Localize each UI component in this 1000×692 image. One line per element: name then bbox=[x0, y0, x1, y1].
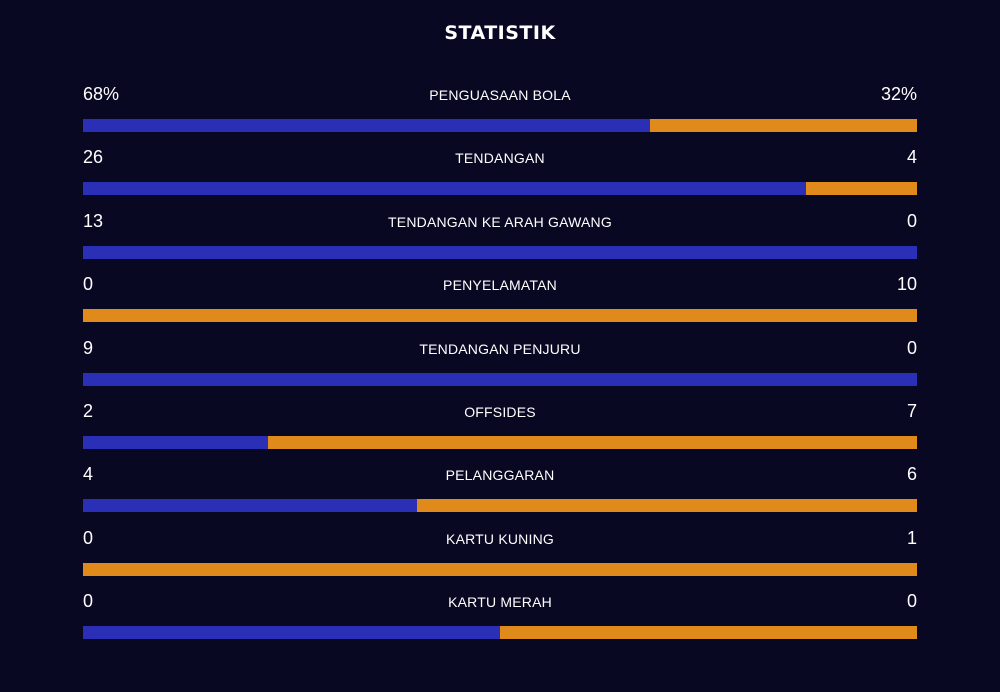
stat-label: PENGUASAAN BOLA bbox=[429, 87, 571, 103]
away-value: 7 bbox=[906, 400, 917, 421]
home-value: 9 bbox=[83, 337, 94, 358]
home-value: 13 bbox=[83, 210, 104, 231]
away-value: 0 bbox=[906, 591, 917, 612]
away-bar-segment bbox=[83, 562, 917, 576]
away-bar-segment bbox=[650, 119, 917, 132]
stat-label: OFFSIDES bbox=[464, 403, 536, 420]
stat-label: KARTU MERAH bbox=[448, 594, 552, 611]
stat-label: PELANGGARAN bbox=[445, 467, 555, 484]
stat-row-shots: 26 TENDANGAN 4 bbox=[83, 143, 917, 206]
comparison-bar bbox=[83, 562, 917, 576]
stat-row-fouls: 4 PELANGGARAN 6 bbox=[83, 460, 917, 523]
comparison-bar bbox=[83, 182, 917, 196]
away-bar-segment bbox=[268, 435, 917, 449]
away-bar-segment bbox=[416, 499, 917, 513]
home-value: 68% bbox=[83, 84, 120, 104]
stats-list: 68% PENGUASAAN BOLA 32% 26 TENDANGAN 4 1… bbox=[83, 80, 917, 651]
home-value: 26 bbox=[83, 147, 104, 168]
stat-row-offsides: 2 OFFSIDES 7 bbox=[83, 397, 917, 460]
home-bar-segment bbox=[83, 626, 500, 640]
home-value: 2 bbox=[83, 400, 94, 421]
away-value: 0 bbox=[906, 337, 917, 358]
away-value: 4 bbox=[906, 147, 917, 168]
stat-label: KARTU KUNING bbox=[446, 530, 554, 547]
stat-row-red-cards: 0 KARTU MERAH 0 bbox=[83, 587, 917, 650]
stat-label: PENYELAMATAN bbox=[443, 277, 557, 294]
home-value: 0 bbox=[83, 274, 94, 295]
stat-row-corners: 9 TENDANGAN PENJURU 0 bbox=[83, 334, 917, 397]
away-value: 1 bbox=[906, 527, 917, 548]
stat-label: TENDANGAN KE ARAH GAWANG bbox=[388, 213, 612, 230]
comparison-bar bbox=[83, 499, 917, 513]
stat-label: TENDANGAN bbox=[455, 150, 545, 167]
home-value: 0 bbox=[83, 591, 94, 612]
away-value: 32% bbox=[880, 84, 917, 104]
comparison-bar bbox=[83, 435, 917, 449]
home-bar-segment bbox=[83, 499, 417, 513]
comparison-bar bbox=[83, 372, 917, 386]
home-value: 0 bbox=[83, 527, 94, 548]
stat-row-shots-on-target: 13 TENDANGAN KE ARAH GAWANG 0 bbox=[83, 207, 917, 270]
comparison-bar bbox=[83, 626, 917, 640]
away-value: 0 bbox=[906, 210, 917, 231]
stat-row-saves: 0 PENYELAMATAN 10 bbox=[83, 270, 917, 333]
stat-label: TENDANGAN PENJURU bbox=[419, 340, 581, 357]
comparison-bar bbox=[83, 309, 917, 323]
home-value: 4 bbox=[83, 464, 94, 485]
stat-row-yellow-cards: 0 KARTU KUNING 1 bbox=[83, 524, 917, 587]
home-bar-segment bbox=[83, 372, 917, 386]
away-bar-segment bbox=[500, 626, 917, 640]
home-bar-segment bbox=[83, 182, 806, 196]
away-value: 6 bbox=[906, 464, 917, 485]
home-bar-segment bbox=[83, 245, 917, 259]
comparison-bar bbox=[83, 245, 917, 259]
home-bar-segment bbox=[83, 435, 269, 449]
away-bar-segment bbox=[805, 182, 917, 196]
away-value: 10 bbox=[896, 274, 917, 295]
home-bar-segment bbox=[83, 119, 651, 132]
comparison-bar bbox=[83, 119, 917, 132]
stats-title: STATISTIK bbox=[444, 22, 556, 44]
stat-row-possession: 68% PENGUASAAN BOLA 32% bbox=[83, 80, 917, 143]
away-bar-segment bbox=[83, 309, 917, 323]
